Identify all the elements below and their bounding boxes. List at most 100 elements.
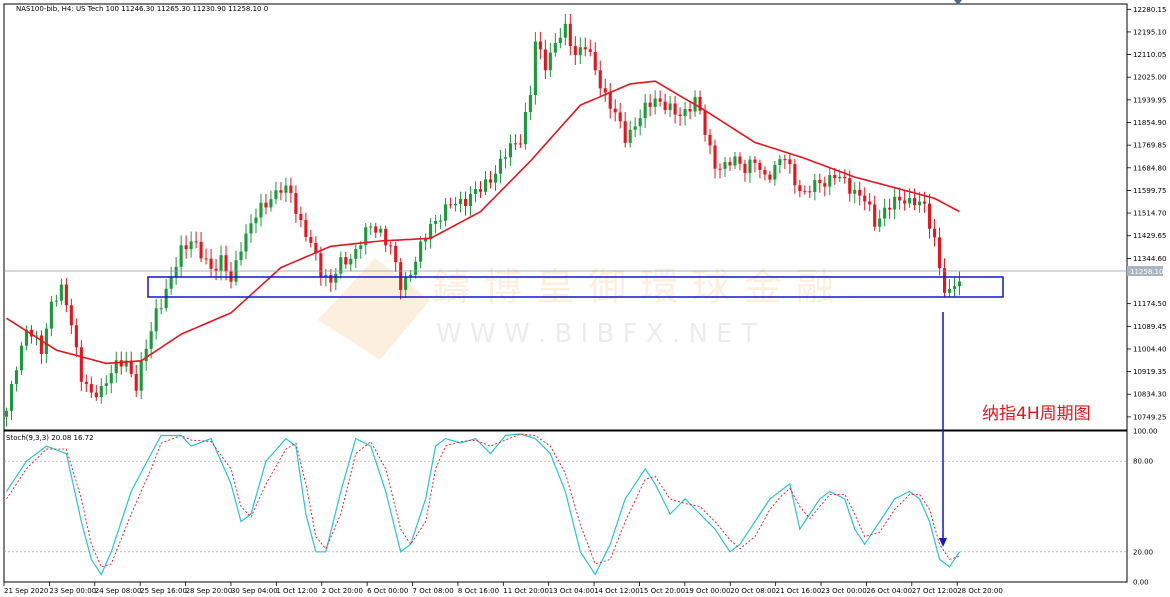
candle-body — [194, 241, 198, 243]
x-tick-label: 21 Sep 2020 — [4, 587, 48, 595]
candle-body — [638, 118, 642, 127]
candle-body — [339, 257, 343, 274]
candle-body — [803, 191, 807, 193]
candle-body — [733, 156, 737, 166]
candle-body — [414, 261, 418, 275]
support-zone-box — [147, 276, 1004, 298]
candle-body — [898, 196, 902, 201]
candle-body — [109, 373, 113, 384]
main-y-axis: 12280.15 12195.10 12110.05 12025.00 11939.95… — [1127, 6, 1166, 421]
x-tick-label: 30 Sep 04:00 — [231, 587, 278, 595]
candle-body — [104, 383, 108, 387]
candle-body — [204, 258, 208, 260]
candle-body — [698, 96, 702, 111]
stoch-title: Stoch(9,3,3) 20.08 16.72 — [6, 434, 94, 442]
candle-body — [957, 281, 962, 287]
candle-body — [424, 238, 428, 242]
candle-body — [89, 384, 93, 393]
candle-body — [294, 193, 298, 214]
candle-body — [853, 189, 857, 194]
candle-body — [823, 183, 827, 187]
candle-body — [324, 275, 328, 277]
candle-body — [648, 102, 652, 107]
candle-body — [683, 109, 687, 117]
candle-body — [54, 300, 58, 302]
watermark-url-text: W W W . B I B F X . N E T — [436, 319, 757, 349]
candle-body — [578, 47, 582, 56]
candle-body — [903, 200, 907, 204]
candle-body — [883, 207, 887, 219]
candle-body — [349, 258, 353, 265]
y-tick-label: 11344.60 — [1133, 255, 1166, 263]
candle-body — [523, 111, 527, 145]
candle-body — [239, 251, 243, 261]
candle-body — [29, 329, 33, 337]
candle-body — [778, 159, 782, 165]
candle-body — [434, 220, 438, 224]
candle-body — [74, 325, 78, 348]
y-tick-label: 10834.30 — [1133, 391, 1166, 399]
candle-body — [404, 276, 408, 290]
candle-body — [848, 178, 852, 194]
y-tick-label: 11769.85 — [1133, 142, 1166, 150]
candle-body — [863, 195, 867, 202]
candle-body — [858, 189, 862, 196]
y-tick-label: 11004.40 — [1133, 345, 1166, 353]
candle-body — [134, 373, 138, 391]
candle-body — [84, 381, 88, 385]
candle-body — [678, 114, 682, 117]
candle-body — [359, 245, 363, 249]
x-tick-label: 27 Oct 12:00 — [912, 587, 958, 595]
candle-body — [64, 284, 68, 306]
candle-body — [768, 174, 772, 180]
candle-body — [758, 162, 762, 170]
annotation-text: 纳指4H周期图 — [982, 404, 1091, 424]
candle-body — [608, 92, 612, 109]
candle-body — [623, 121, 627, 143]
candle-body — [498, 158, 503, 174]
candle-body — [658, 98, 662, 102]
x-tick-label: 26 Oct 04:00 — [866, 587, 912, 595]
candle-body — [364, 227, 368, 246]
candle-body — [49, 301, 53, 329]
watermark: 鑄博皇御環球金融 W W W . B I B F X . N E T — [318, 258, 834, 360]
candle-body — [613, 108, 617, 113]
candle-body — [593, 51, 597, 71]
candle-body — [952, 286, 957, 290]
x-tick-label: 19 Oct 00:00 — [685, 587, 731, 595]
stoch-tick-label: 0.00 — [1133, 579, 1149, 587]
candle-body — [463, 198, 468, 207]
candle-body — [449, 204, 453, 206]
candle-body — [224, 255, 228, 272]
stoch-y-axis: 100.00 80.00 20.00 0.00 — [1133, 428, 1158, 587]
candle-body — [478, 189, 483, 192]
candle-body — [409, 274, 413, 277]
candle-body — [798, 185, 802, 192]
candle-body — [384, 228, 388, 246]
x-tick-label: 21 Oct 16:00 — [776, 587, 822, 595]
watermark-logo — [318, 258, 430, 360]
candle-body — [444, 204, 448, 221]
shift-marker-icon[interactable] — [954, 0, 962, 5]
x-tick-label: 15 Oct 20:00 — [639, 587, 685, 595]
candle-body — [319, 253, 323, 277]
candle-body — [888, 207, 892, 210]
candle-body — [708, 134, 712, 146]
x-tick-label: 2 Oct 20:00 — [322, 587, 363, 595]
candle-body — [379, 228, 383, 233]
candle-body — [818, 179, 822, 184]
candle-body — [558, 37, 562, 44]
candle-body — [369, 226, 373, 228]
y-tick-label: 12025.00 — [1133, 74, 1166, 82]
candle-body — [344, 257, 348, 265]
candle-body — [808, 191, 812, 193]
candle-body — [868, 201, 872, 205]
candle-body — [189, 241, 193, 250]
candle-body — [873, 204, 877, 227]
y-tick-label: 10749.25 — [1133, 413, 1166, 421]
y-tick-label: 11599.75 — [1133, 187, 1166, 195]
y-tick-label: 11089.45 — [1133, 323, 1166, 331]
stoch-tick-label: 20.00 — [1133, 548, 1153, 556]
candle-body — [459, 198, 463, 204]
candle-body — [14, 370, 19, 385]
